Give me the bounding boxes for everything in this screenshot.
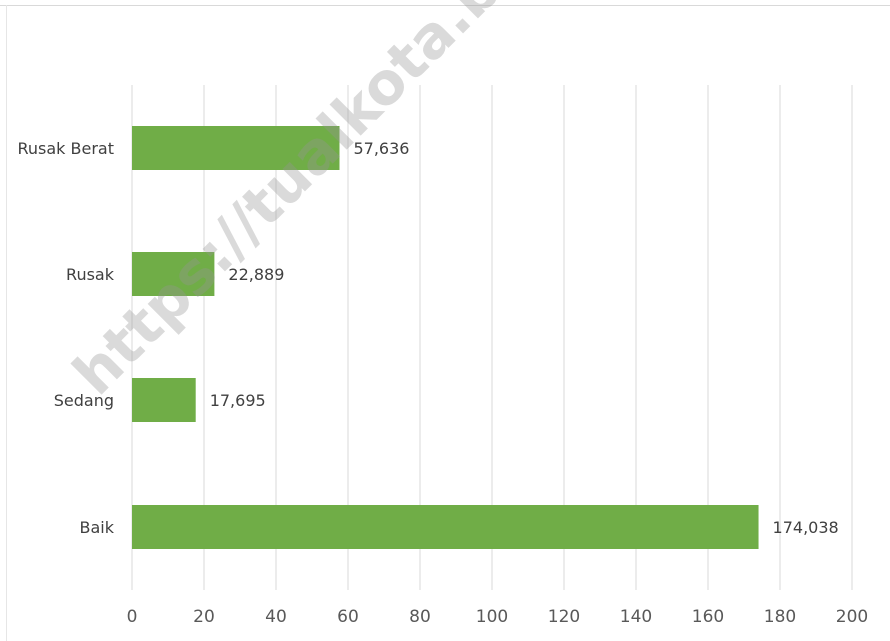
x-tick-label: 180 [764,607,796,627]
left-border [0,5,7,641]
x-tick-label: 200 [836,607,868,627]
category-label: Sedang [54,391,114,410]
x-tick-label: 0 [127,607,138,627]
bar [132,252,215,296]
data-label: 22,889 [228,265,284,284]
category-label: Baik [80,518,115,537]
bar [132,378,196,422]
data-label: 57,636 [353,139,409,158]
category-label: Rusak [66,265,115,284]
x-tick-label: 140 [620,607,652,627]
data-label: 174,038 [773,518,839,537]
top-border [0,0,890,6]
x-tick-label: 160 [692,607,724,627]
x-tick-label: 80 [409,607,431,627]
x-tick-label: 120 [548,607,580,627]
data-label: 17,695 [210,391,266,410]
x-tick-label: 20 [193,607,215,627]
x-tick-label: 40 [265,607,287,627]
category-label: Rusak Berat [17,139,114,158]
bar [132,505,759,549]
bar [132,126,340,170]
x-tick-label: 60 [337,607,359,627]
x-tick-label: 100 [476,607,508,627]
